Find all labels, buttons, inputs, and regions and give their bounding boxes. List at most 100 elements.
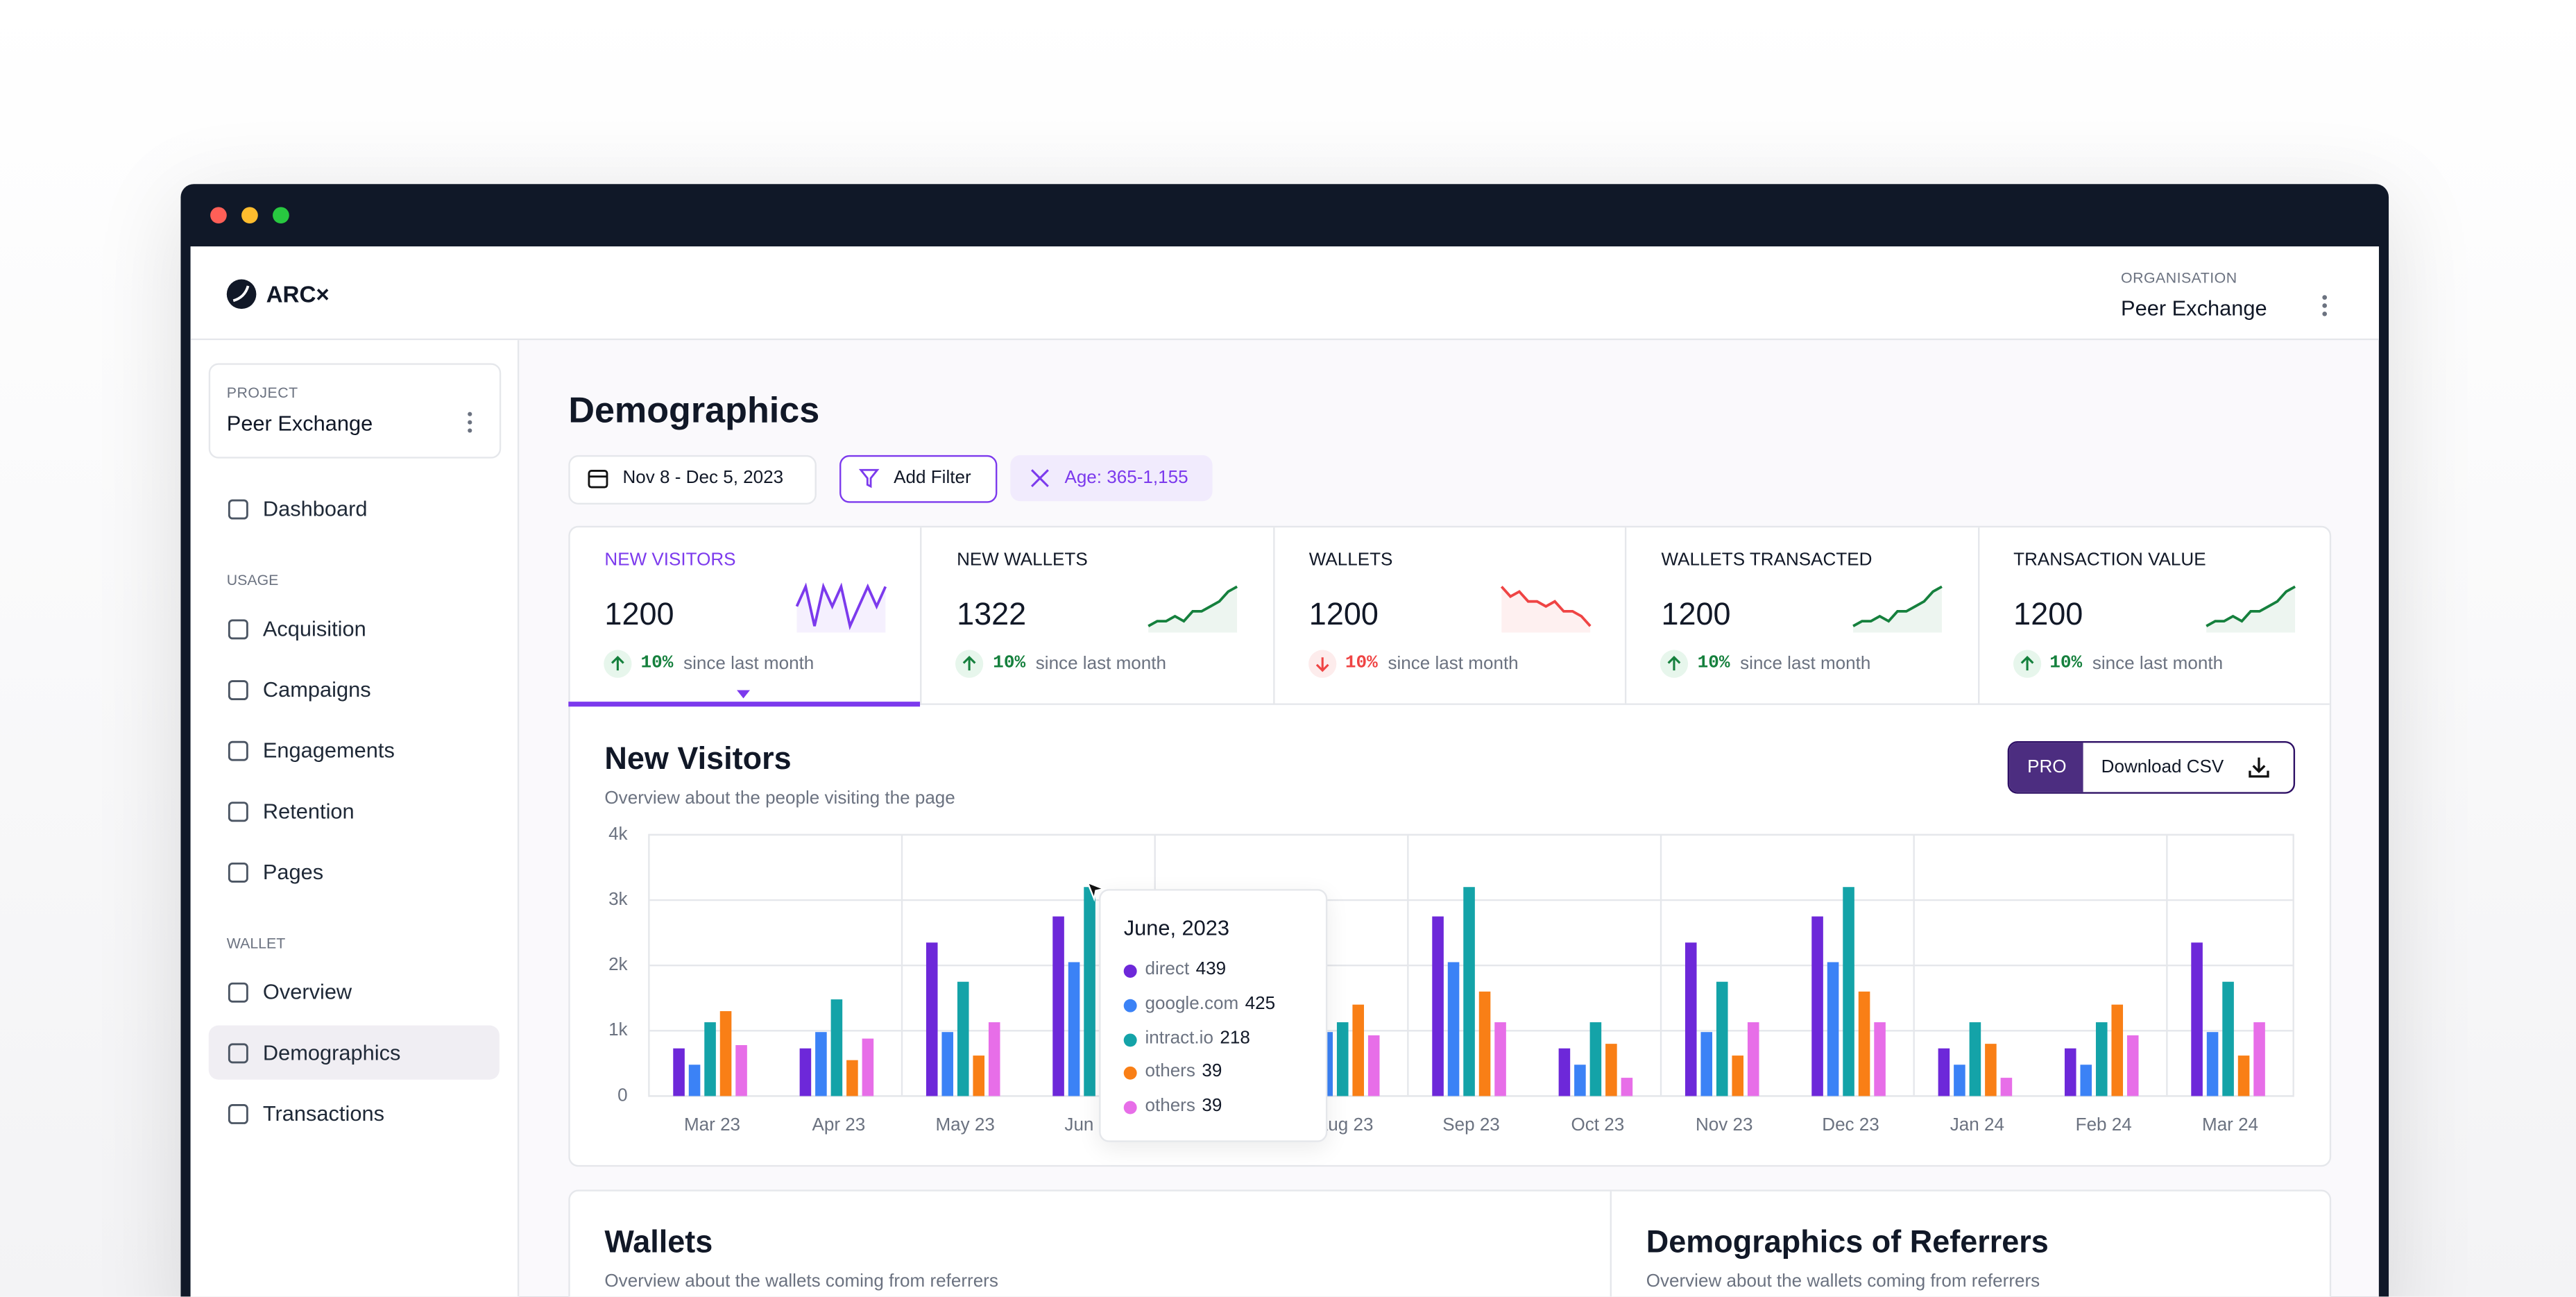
nav-icon: [228, 1043, 248, 1064]
bar: [1954, 1065, 1965, 1096]
nav-item[interactable]: Acquisition: [262, 616, 366, 641]
trend-arrow: [1668, 656, 1681, 671]
bar: [973, 1056, 985, 1096]
nav-item[interactable]: Pages: [262, 859, 324, 884]
sparkline-line: [1852, 585, 1943, 627]
project-menu[interactable]: [463, 411, 477, 434]
nav-item[interactable]: Retention: [262, 798, 355, 824]
y-tick-label: 2k: [608, 953, 628, 974]
project-selector[interactable]: [208, 363, 502, 459]
y-tick-label: 0: [617, 1084, 627, 1105]
nav-icon: [228, 499, 248, 520]
bar: [1463, 887, 1475, 1096]
sparkline-line: [2205, 585, 2296, 627]
pro-text: PRO: [2027, 757, 2067, 778]
active-tab-indicator: [568, 702, 921, 707]
active-tab-marker: [737, 690, 750, 699]
tooltip: [1099, 889, 1328, 1142]
age-filter-text: Age: 365-1,155: [1064, 468, 1188, 489]
icon-shape: [228, 982, 248, 1003]
stat-change: 10%: [1345, 654, 1378, 674]
y-tick-label: 4k: [608, 823, 628, 844]
stat-value: 1200: [1308, 597, 1379, 633]
stat-label[interactable]: NEW VISITORS: [604, 550, 736, 570]
bar: [1084, 887, 1095, 1096]
tooltip-dot: [1123, 1033, 1137, 1046]
bar: [2253, 1022, 2265, 1096]
close-button[interactable]: [210, 207, 227, 224]
age-filter[interactable]: [1010, 455, 1213, 502]
bar: [2095, 1022, 2108, 1096]
download-icon[interactable]: [2246, 754, 2272, 781]
bar: [1985, 1044, 1997, 1096]
minimize-button[interactable]: [241, 207, 258, 224]
stat-label[interactable]: WALLETS: [1308, 550, 1393, 570]
stat-label[interactable]: WALLETS TRANSACTED: [1661, 550, 1873, 570]
bar: [1858, 991, 1870, 1096]
bar: [815, 1032, 827, 1096]
org-menu[interactable]: [2318, 294, 2331, 317]
nav-icon: [228, 680, 248, 700]
tooltip-series-name: google.com: [1145, 994, 1239, 1014]
download-group: [2007, 740, 2296, 794]
stat-value: 1200: [604, 597, 674, 633]
icon-shape: [228, 1043, 248, 1064]
nav-item[interactable]: Overview: [262, 979, 352, 1004]
nav-item[interactable]: Campaigns: [262, 677, 371, 702]
nav-item[interactable]: Demographics: [262, 1040, 401, 1065]
add-filter-text: Add Filter: [894, 468, 971, 489]
download-text[interactable]: Download CSV: [2101, 757, 2224, 778]
x-tick-label: Nov 23: [1696, 1114, 1752, 1135]
icon-shape: [228, 680, 248, 700]
date-filter[interactable]: [568, 455, 817, 505]
maximize-button[interactable]: [273, 207, 289, 224]
sparkline: [1500, 586, 1592, 633]
logo-icon: [226, 279, 257, 310]
nav-item[interactable]: Dashboard: [262, 496, 368, 521]
tooltip-series-name: others: [1145, 1096, 1195, 1117]
add-filter-button[interactable]: [839, 455, 998, 503]
bar: [1336, 1022, 1349, 1096]
sparkline-line: [1148, 585, 1238, 627]
bar: [1478, 991, 1491, 1096]
panel-subtitle: Overview about the wallets coming from r…: [604, 1271, 998, 1292]
icon-shape: [228, 802, 248, 822]
bar: [1938, 1048, 1950, 1096]
sparkline-line: [1500, 586, 1592, 627]
x-tick-label: Dec 23: [1822, 1114, 1879, 1135]
bar: [1052, 916, 1064, 1096]
x-tick-label: Apr 23: [812, 1114, 866, 1135]
tooltip-value: 39: [1202, 1062, 1222, 1083]
tooltip-series-name: others: [1145, 1062, 1195, 1083]
y-tick-label: 3k: [608, 888, 628, 909]
tooltip-series-name: intract.io: [1145, 1028, 1213, 1048]
sparkline: [1852, 585, 1943, 633]
x-tick-label: May 23: [936, 1114, 995, 1135]
stat-caption: since last month: [1035, 654, 1166, 674]
org-name[interactable]: Peer Exchange: [2121, 296, 2267, 321]
stat-caption: since last month: [2092, 654, 2224, 674]
stat-caption: since last month: [1388, 654, 1519, 674]
bar: [1447, 962, 1460, 1096]
bar: [1827, 962, 1839, 1096]
tooltip-value: 218: [1220, 1028, 1250, 1048]
bar: [1969, 1022, 1981, 1096]
divider: [568, 703, 2330, 705]
logo[interactable]: ARC×: [266, 280, 330, 307]
bar: [2000, 1078, 2013, 1096]
nav-item[interactable]: Transactions: [262, 1101, 384, 1126]
bar: [2064, 1048, 2076, 1096]
stat-label[interactable]: TRANSACTION VALUE: [2013, 550, 2206, 570]
nav-icon: [228, 982, 248, 1003]
icon-shape: [228, 740, 248, 761]
bar: [830, 999, 843, 1096]
nav-item[interactable]: Engagements: [262, 738, 395, 763]
remove-filter-icon[interactable]: [1028, 467, 1051, 490]
stat-value: 1200: [1661, 597, 1731, 633]
bar: [1605, 1044, 1617, 1096]
nav-icon: [228, 1104, 248, 1124]
bar: [735, 1045, 747, 1096]
stat-label[interactable]: NEW WALLETS: [957, 550, 1088, 570]
pro-badge[interactable]: [2009, 743, 2083, 792]
